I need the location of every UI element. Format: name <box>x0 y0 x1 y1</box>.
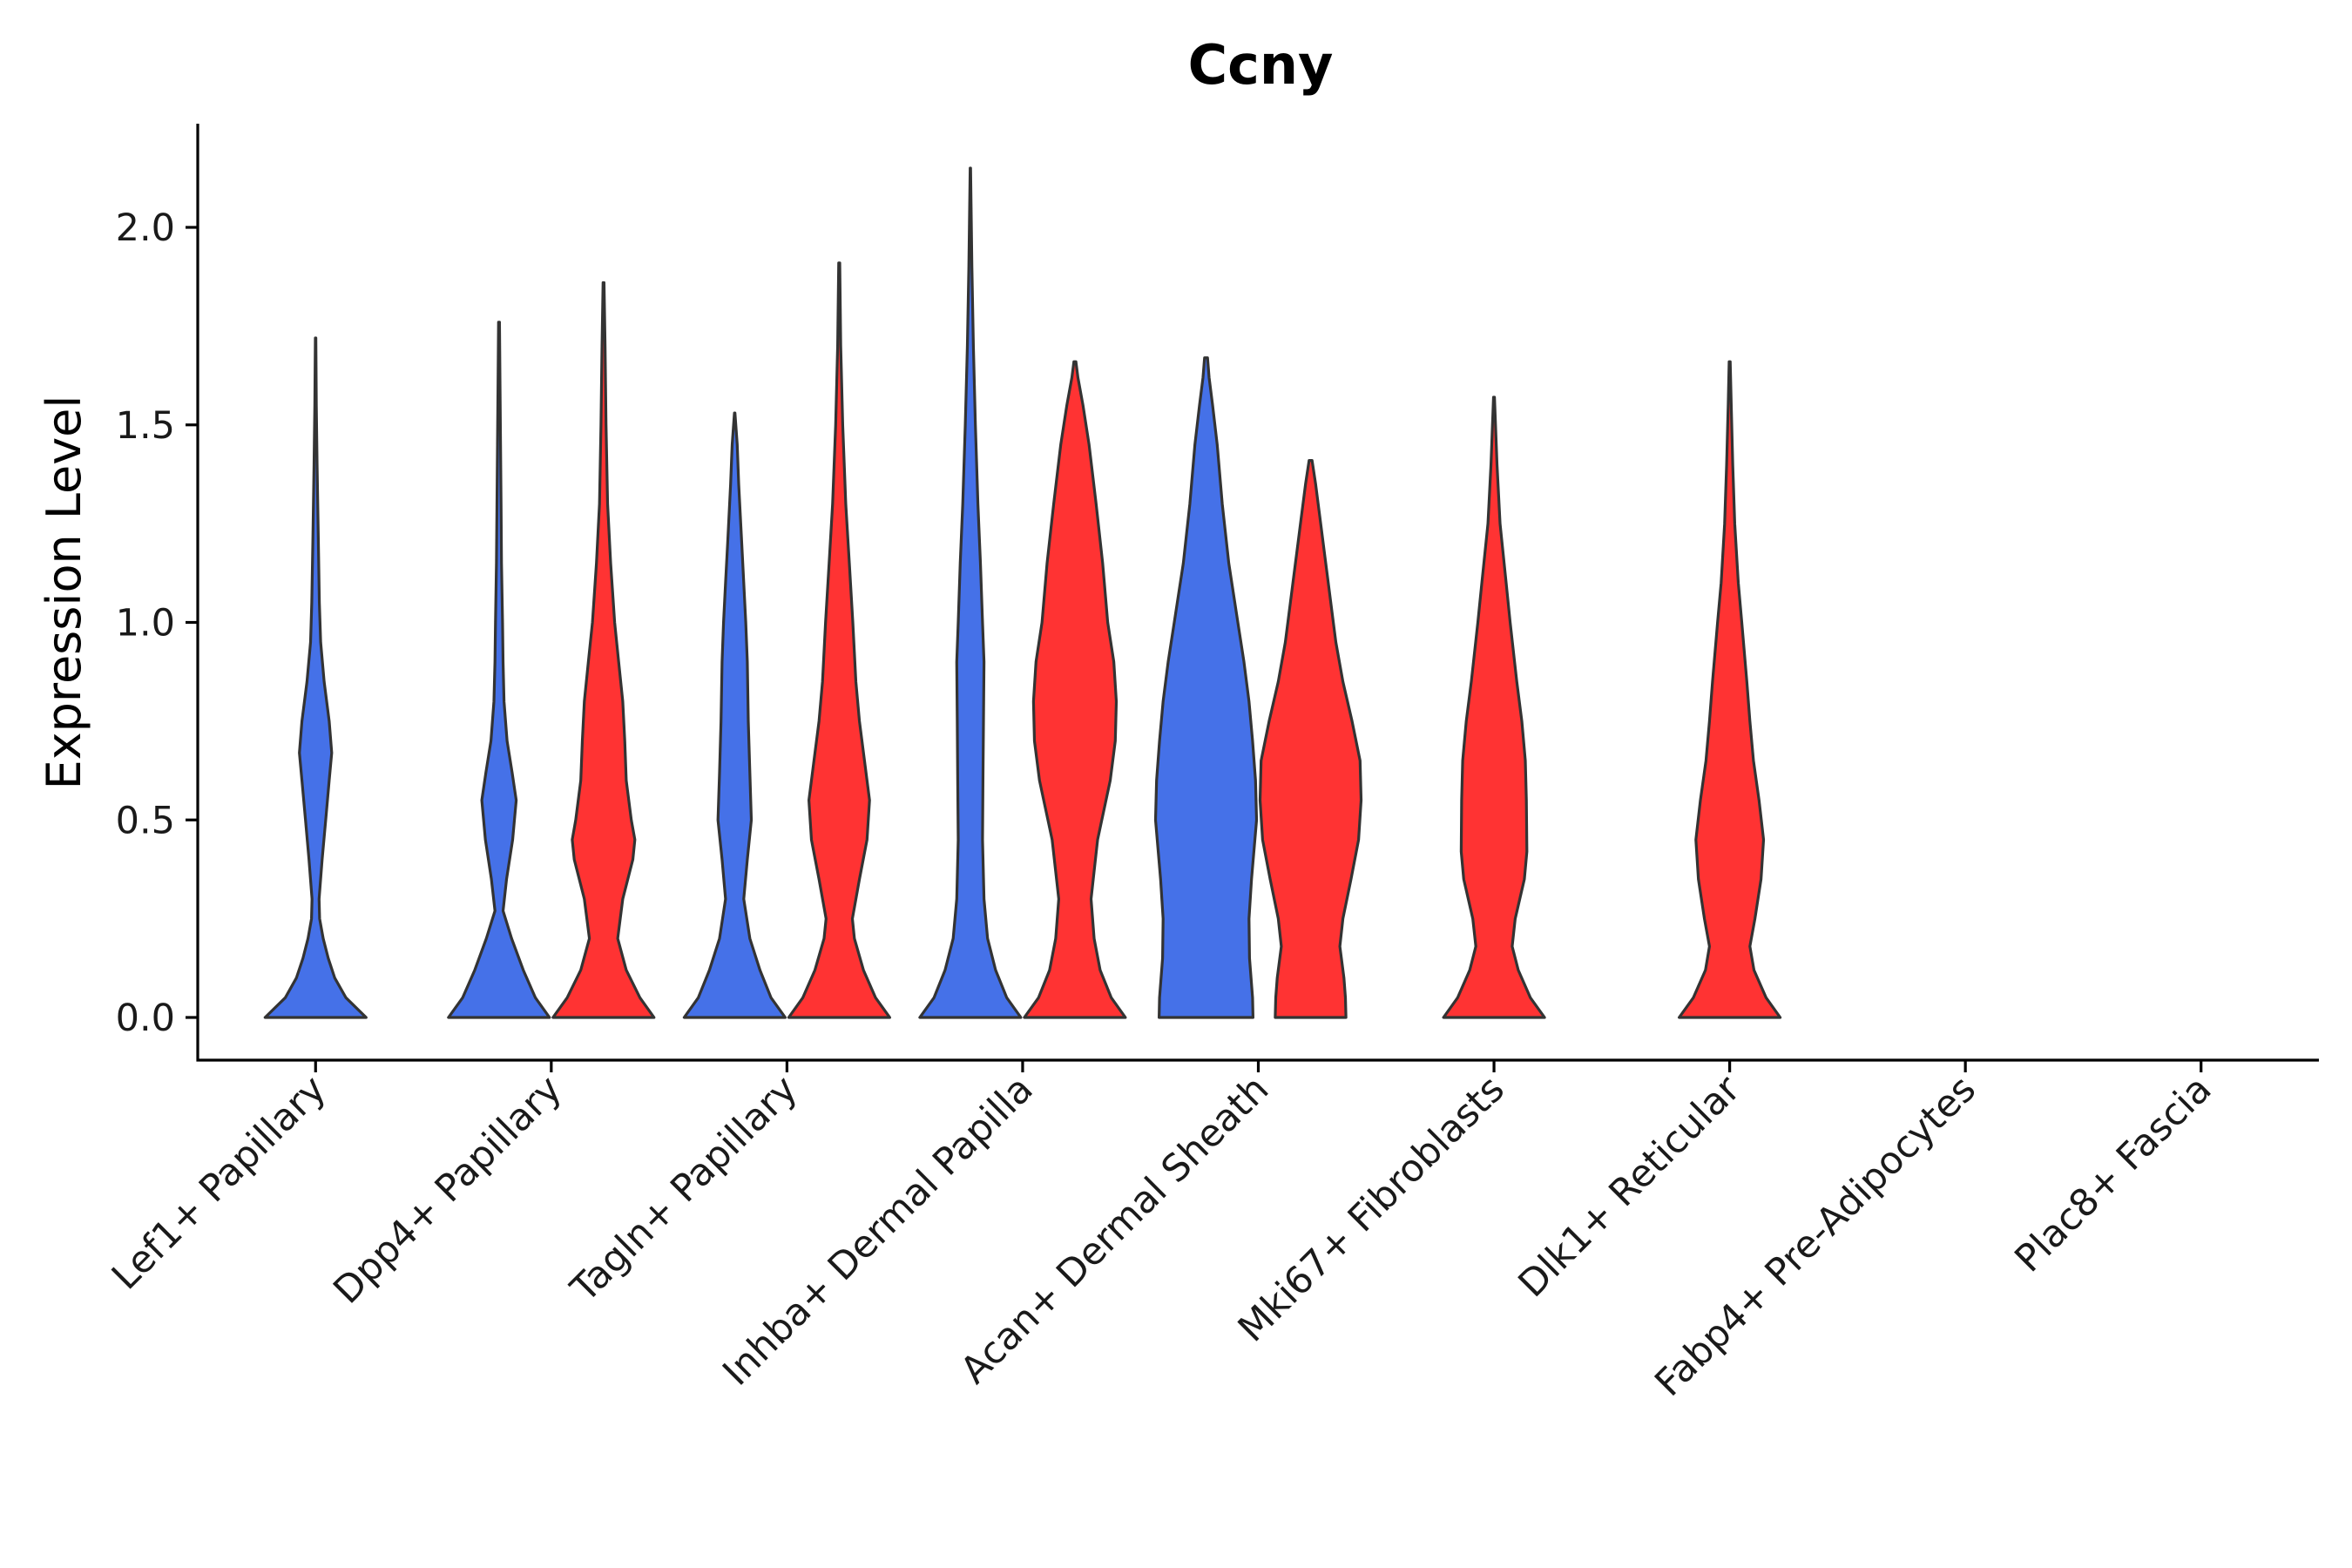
violin-red-inhba-dermal-papilla <box>1023 360 1127 1019</box>
y-tick-label: 1.5 <box>116 404 175 448</box>
y-axis-label: Expression Level <box>37 395 91 790</box>
violin-blue-tagln-papillary <box>682 411 787 1019</box>
violin-blue-inhba-dermal-papilla <box>918 166 1023 1019</box>
violin-blue-acan-dermal-sheath <box>1153 356 1259 1019</box>
x-tick-label-mki67-fibroblasts: Mki67+ Fibroblasts <box>1230 1067 1513 1350</box>
violin-red-mki67-fibroblasts <box>1442 395 1546 1019</box>
x-tick-label-dpp4-papillary: Dpp4+ Papillary <box>325 1067 570 1312</box>
y-tick-label: 0.0 <box>116 997 175 1040</box>
violin-red-dlk1-reticular <box>1678 360 1782 1019</box>
axis-lines <box>196 124 2319 1062</box>
chart-title: Ccny <box>1188 33 1334 97</box>
violin-red-tagln-papillary <box>787 261 891 1019</box>
y-ticks: 0.0 0.5 1.0 1.5 2.0 <box>116 206 198 1040</box>
x-tick-label-plac8-fascia: Plac8+ Fascia <box>2007 1067 2220 1281</box>
x-tick-label-tagln-papillary: Tagln+ Papillary <box>562 1067 806 1311</box>
y-tick-label: 1.0 <box>116 602 175 645</box>
y-tick-label: 2.0 <box>116 206 175 250</box>
x-tick-label-lef1-papillary: Lef1+ Papillary <box>104 1067 335 1298</box>
x-tick-label-dlk1-reticular: Dlk1+ Reticular <box>1511 1067 1749 1306</box>
violin-blue-dpp4-papillary <box>447 321 551 1019</box>
violin-red-dpp4-papillary <box>551 280 656 1019</box>
violin-red-acan-dermal-sheath <box>1258 459 1363 1019</box>
violins-layer <box>263 166 1782 1019</box>
y-tick-label: 0.5 <box>116 799 175 842</box>
violin-blue-lef1-papillary <box>263 336 368 1019</box>
